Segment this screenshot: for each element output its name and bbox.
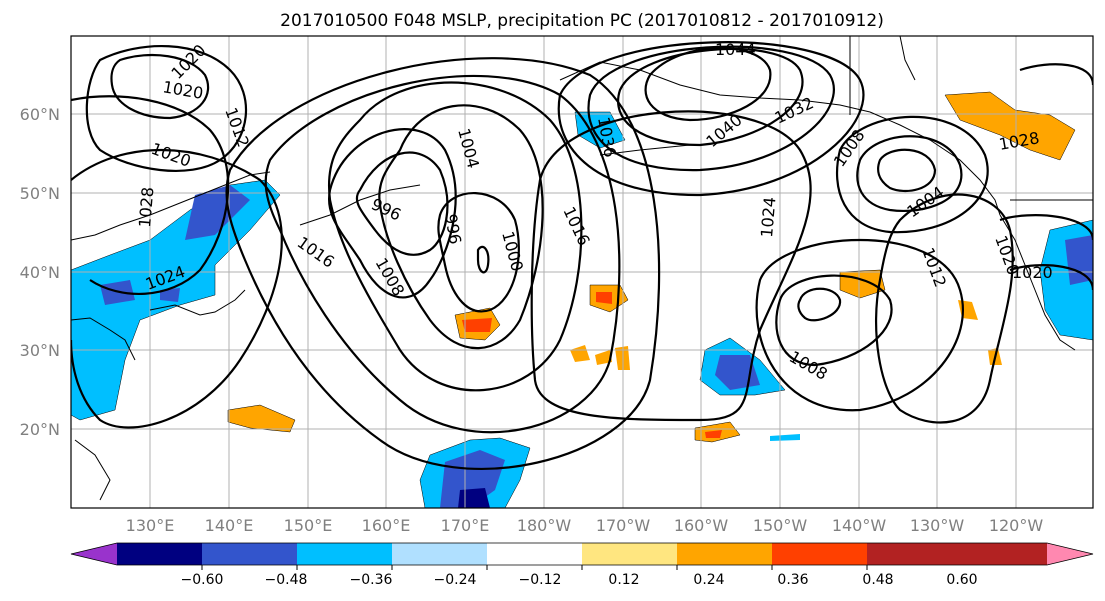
colorbar-segment <box>867 543 1047 565</box>
lon-label: 150°E <box>284 516 333 535</box>
lon-label: 180°W <box>517 516 572 535</box>
lon-label: 170°E <box>441 516 490 535</box>
isobar-label: 1028 <box>135 186 157 228</box>
colorbar-extend-min <box>71 543 117 565</box>
lat-label: 50°N <box>20 184 60 203</box>
colorbar-extend-max <box>1047 543 1093 565</box>
lon-label: 170°W <box>596 516 651 535</box>
isobars <box>71 41 1093 470</box>
colorbar <box>70 542 1094 570</box>
lon-label: 120°W <box>989 516 1044 535</box>
colorbar-tick-label: −0.12 <box>519 572 562 588</box>
lon-label: 160°E <box>362 516 411 535</box>
colorbar-segment <box>487 543 582 565</box>
colorbar-tick-label: −0.24 <box>434 572 477 588</box>
isobar-label: 1024 <box>757 196 779 238</box>
colorbar-tick-label: −0.60 <box>181 572 224 588</box>
colorbar-tick-label: 0.12 <box>608 572 639 588</box>
colorbar-segment <box>297 543 392 565</box>
map-panel: 1020 1020 1012 1020 1028 1024 1016 1008 … <box>70 35 1094 509</box>
colorbar-segment <box>117 543 202 565</box>
lon-label: 140°E <box>205 516 254 535</box>
graticule <box>71 36 1093 508</box>
lon-label: 160°W <box>674 516 729 535</box>
lat-label: 60°N <box>20 105 60 124</box>
coastlines <box>71 36 1093 501</box>
colorbar-segment <box>202 543 297 565</box>
lon-label: 150°W <box>753 516 808 535</box>
lon-label: 130°E <box>126 516 175 535</box>
colorbar-tick-label: 0.60 <box>946 572 977 588</box>
longitude-labels: 130°E 140°E 150°E 160°E 170°E 180°W 170°… <box>126 516 1044 535</box>
precip-negative-central <box>419 111 800 508</box>
isobar-label: 1044 <box>715 40 756 59</box>
colorbar-segment <box>677 543 772 565</box>
colorbar-tick-labels: −0.60 −0.48 −0.36 −0.24 −0.12 0.12 0.24 … <box>181 572 978 588</box>
colorbar-segment <box>582 543 677 565</box>
lat-label: 20°N <box>20 420 60 439</box>
colorbar-tick-label: 0.48 <box>862 572 893 588</box>
lon-label: 140°W <box>832 516 887 535</box>
colorbar-outline <box>70 542 1094 566</box>
latitude-labels: 60°N 50°N 40°N 30°N 20°N <box>20 105 60 439</box>
colorbar-tick-label: −0.36 <box>350 572 393 588</box>
lon-label: 130°W <box>910 516 965 535</box>
colorbar-segment <box>392 543 487 565</box>
colorbar-segment <box>772 543 867 565</box>
isobar-label: 1020 <box>1012 263 1053 282</box>
colorbar-tick-label: 0.24 <box>693 572 724 588</box>
lat-label: 40°N <box>20 263 60 282</box>
colorbar-tick-label: −0.48 <box>265 572 308 588</box>
map-title: 2017010500 F048 MSLP, precipitation PC (… <box>280 11 884 31</box>
colorbar-tick-label: 0.36 <box>777 572 808 588</box>
lat-label: 30°N <box>20 341 60 360</box>
